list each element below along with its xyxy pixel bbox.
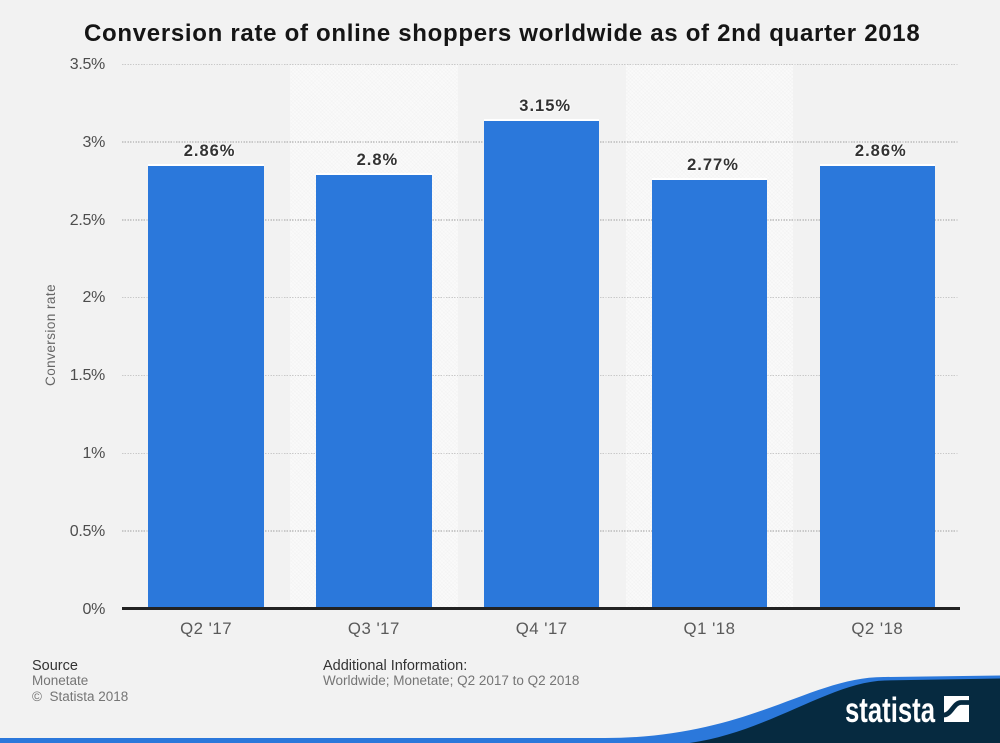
- svg-text:statista: statista: [845, 691, 935, 728]
